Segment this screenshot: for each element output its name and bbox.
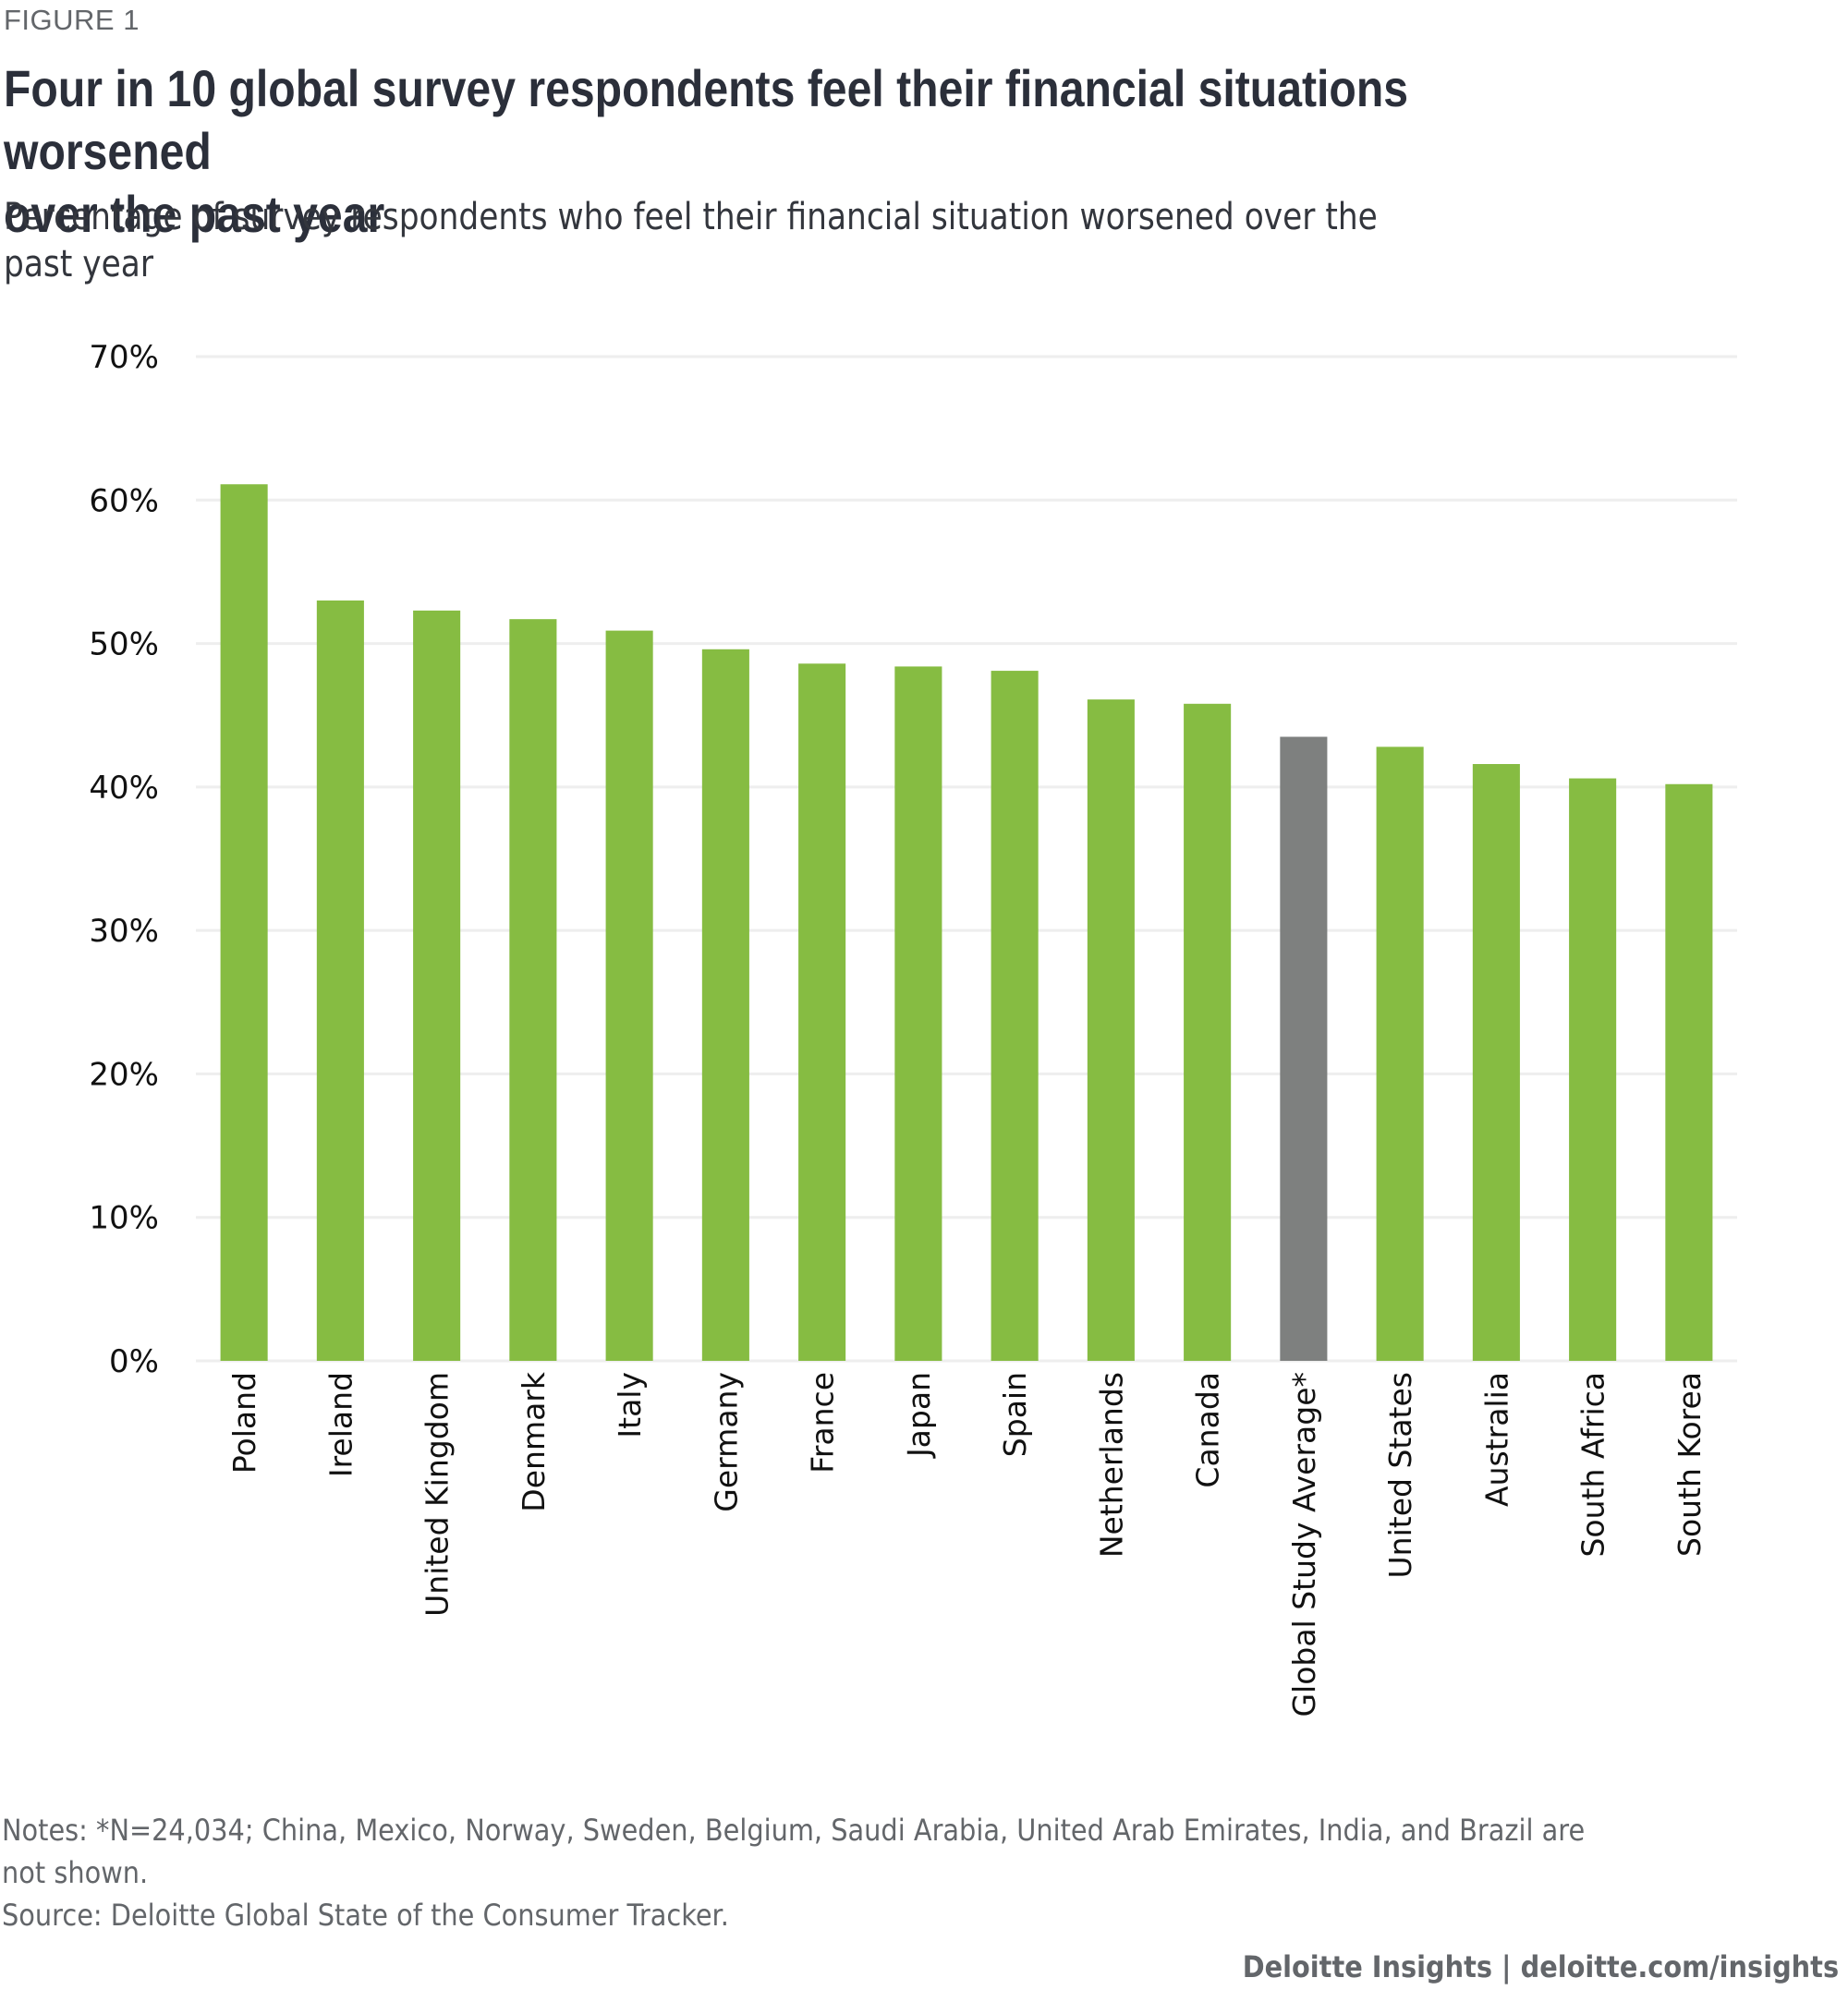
bar <box>894 666 942 1361</box>
bar-chart: 0% 10% 20% 30% 40% 50% 60% 70% Poland Ireland Uni… <box>89 339 1737 1717</box>
bar <box>316 600 364 1361</box>
x-tick-label: Poland <box>226 1372 262 1474</box>
bar <box>1472 764 1520 1361</box>
x-axis: Poland Ireland United Kingdom Denmark Italy G… <box>226 1371 1708 1717</box>
y-tick-label: 0% <box>109 1343 159 1380</box>
x-tick-label: Australia <box>1478 1372 1514 1507</box>
chart-notes: Notes: *N=24,034; China, Mexico, Norway,… <box>2 1809 1748 1936</box>
bar <box>1376 746 1424 1361</box>
x-tick-label: Canada <box>1190 1372 1226 1488</box>
y-tick-label: 40% <box>89 770 159 807</box>
bar <box>1569 778 1617 1361</box>
x-tick-label: Ireland <box>322 1372 359 1477</box>
notes-line-2: not shown. <box>2 1855 149 1890</box>
x-tick-label: Germany <box>708 1372 744 1512</box>
y-axis: 0% 10% 20% 30% 40% 50% 60% 70% <box>89 339 159 1380</box>
chart-title-line-2: over the past year <box>4 185 385 243</box>
bar-average <box>1280 736 1328 1361</box>
chart-subtitle-line-1: Percentage of survey respondents who fee… <box>4 196 1378 238</box>
bar <box>413 610 461 1361</box>
x-tick-label: Denmark <box>516 1371 552 1512</box>
y-tick-label: 30% <box>89 913 159 950</box>
bar <box>1665 783 1713 1361</box>
y-tick-label: 60% <box>89 482 159 519</box>
bar <box>701 649 749 1361</box>
bar <box>1087 699 1135 1361</box>
x-tick-label: United States <box>1382 1372 1418 1578</box>
x-tick-label: South Africa <box>1575 1372 1611 1558</box>
y-tick-label: 70% <box>89 339 159 376</box>
x-tick-label: Global Study Average* <box>1286 1372 1322 1717</box>
x-tick-label: South Korea <box>1672 1372 1708 1557</box>
figure-label: FIGURE 1 <box>4 4 140 36</box>
bar <box>220 484 268 1361</box>
chart-subtitle: Percentage of survey respondents who fee… <box>4 194 1553 288</box>
source-note: Source: Deloitte Global State of the Con… <box>2 1898 729 1933</box>
bar <box>991 671 1039 1361</box>
x-tick-label: Spain <box>997 1372 1033 1457</box>
x-tick-label: Netherlands <box>1093 1372 1129 1558</box>
chart-title: Four in 10 global survey respondents fee… <box>4 57 1514 246</box>
bar <box>509 619 557 1361</box>
bars <box>220 484 1713 1361</box>
x-tick-label: Italy <box>612 1372 648 1438</box>
chart-subtitle-line-2: past year <box>4 243 154 285</box>
notes-line-1: Notes: *N=24,034; China, Mexico, Norway,… <box>2 1813 1586 1848</box>
chart-title-line-1: Four in 10 global survey respondents fee… <box>4 59 1409 180</box>
y-tick-label: 20% <box>89 1056 159 1093</box>
bar <box>605 630 653 1361</box>
y-tick-label: 50% <box>89 626 159 663</box>
y-tick-label: 10% <box>89 1200 159 1237</box>
bar <box>1184 703 1232 1361</box>
x-tick-label: United Kingdom <box>419 1372 456 1617</box>
publisher-credit: Deloitte Insights | deloitte.com/insight… <box>1242 1949 1839 1984</box>
x-tick-label: Japan <box>901 1372 937 1459</box>
x-tick-label: France <box>805 1372 841 1474</box>
bar <box>798 663 846 1361</box>
